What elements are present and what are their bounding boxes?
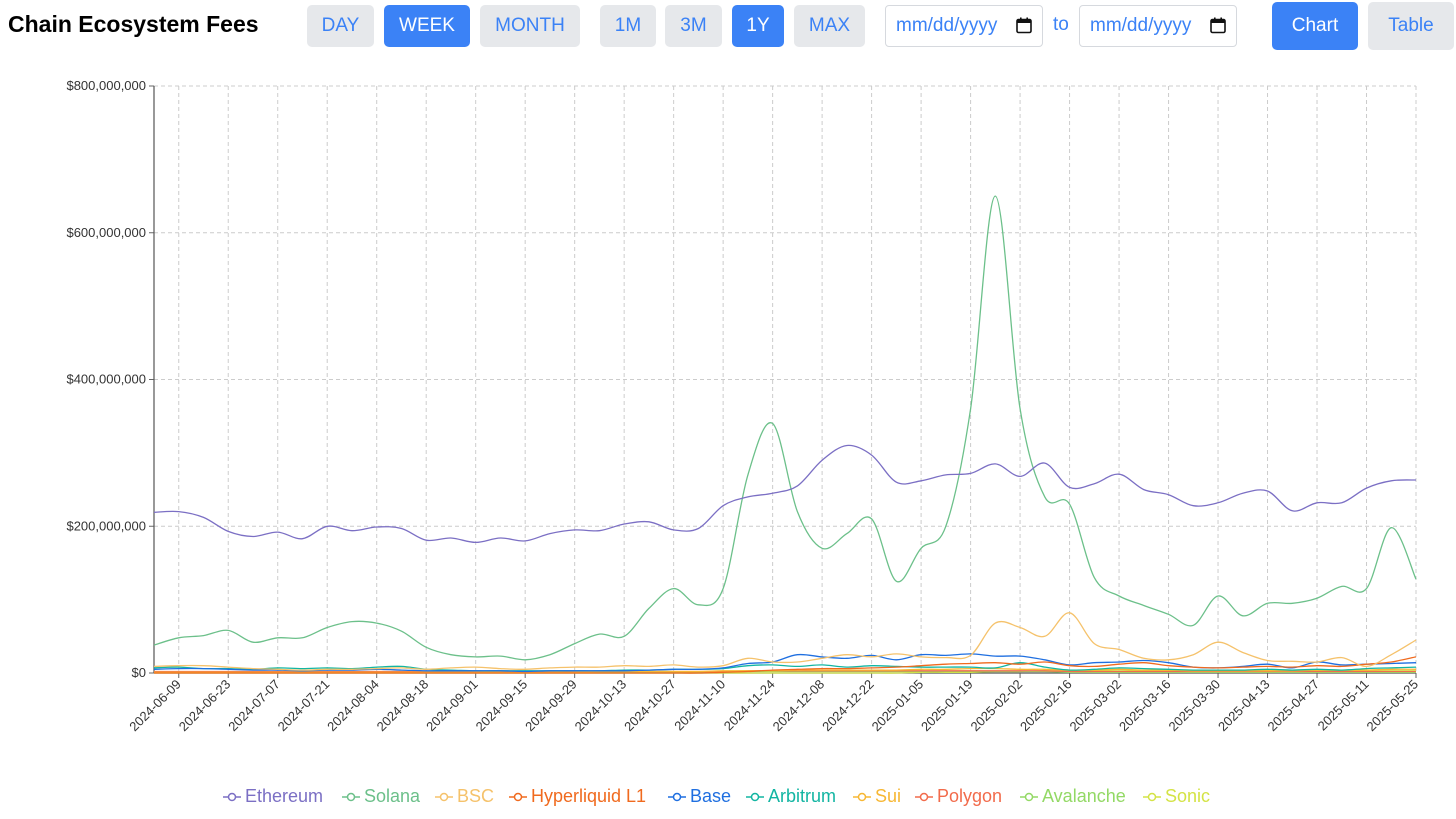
legend-label: Arbitrum bbox=[768, 786, 837, 806]
date-range-to-label: to bbox=[1053, 14, 1069, 35]
legend-marker-icon bbox=[223, 792, 241, 801]
y-tick-label: $400,000,000 bbox=[66, 372, 146, 387]
legend-marker-icon bbox=[668, 792, 686, 801]
end-date-placeholder: mm/dd/yyyy bbox=[1090, 15, 1192, 36]
x-tick-label: 2025-02-16 bbox=[1017, 677, 1075, 735]
x-tick-label: 2025-05-11 bbox=[1315, 677, 1372, 734]
x-tick-label: 2024-09-01 bbox=[423, 677, 481, 735]
series-line-solana bbox=[153, 195, 1417, 661]
granularity-week-button[interactable]: WEEK bbox=[384, 5, 470, 47]
legend-marker-icon bbox=[509, 792, 527, 801]
x-tick-label: 2024-10-27 bbox=[621, 677, 679, 735]
legend-item-base[interactable]: Base bbox=[668, 786, 731, 807]
series-line-arbitrum bbox=[153, 662, 1417, 672]
x-tick-label: 2024-10-13 bbox=[572, 677, 630, 735]
granularity-day-button[interactable]: DAY bbox=[307, 5, 374, 47]
legend-label: Avalanche bbox=[1042, 786, 1126, 806]
legend-label: Sui bbox=[875, 786, 902, 806]
legend-label: Sonic bbox=[1165, 786, 1211, 806]
x-tick-label: 2025-03-02 bbox=[1067, 677, 1125, 735]
legend-label: Polygon bbox=[937, 786, 1003, 806]
legend-item-bsc[interactable]: BSC bbox=[435, 786, 494, 807]
y-tick-label: $200,000,000 bbox=[66, 518, 146, 533]
legend-marker-icon bbox=[1143, 792, 1161, 801]
x-tick-label: 2024-11-10 bbox=[671, 677, 728, 734]
legend-marker-icon bbox=[1020, 792, 1038, 801]
legend-label: BSC bbox=[457, 786, 495, 806]
legend-label: Base bbox=[690, 786, 732, 806]
legend-item-avalanche[interactable]: Avalanche bbox=[1020, 786, 1126, 807]
toolbar: Chain Ecosystem Fees DAY WEEK MONTH 1M 3… bbox=[0, 0, 1456, 52]
range-3m-button[interactable]: 3M bbox=[665, 5, 722, 47]
x-tick-label: 2024-07-21 bbox=[275, 677, 333, 735]
legend-item-solana[interactable]: Solana bbox=[342, 786, 420, 807]
legend-item-polygon[interactable]: Polygon bbox=[915, 786, 1002, 807]
x-tick-label: 2025-03-16 bbox=[1116, 677, 1174, 735]
legend-item-sonic[interactable]: Sonic bbox=[1143, 786, 1210, 807]
legend-item-arbitrum[interactable]: Arbitrum bbox=[746, 786, 836, 807]
table-view-button[interactable]: Table bbox=[1368, 2, 1454, 50]
chart-grid bbox=[154, 85, 1417, 674]
x-tick-label: 2024-06-23 bbox=[176, 677, 234, 735]
x-tick-label: 2024-07-07 bbox=[225, 677, 283, 735]
x-tick-label: 2024-06-09 bbox=[126, 677, 184, 735]
x-tick-label: 2025-04-13 bbox=[1215, 677, 1273, 735]
legend-marker-icon bbox=[915, 792, 933, 801]
calendar-icon[interactable] bbox=[1016, 17, 1032, 34]
series-line-ethereum bbox=[153, 444, 1417, 544]
end-date-input[interactable]: mm/dd/yyyy bbox=[1079, 5, 1237, 47]
x-tick-label: 2024-12-22 bbox=[819, 677, 877, 735]
chart-view-button[interactable]: Chart bbox=[1272, 2, 1358, 50]
legend-label: Solana bbox=[364, 786, 421, 806]
series-line-bsc bbox=[153, 612, 1417, 671]
chart-series bbox=[153, 195, 1417, 674]
legend-item-ethereum[interactable]: Ethereum bbox=[223, 786, 323, 807]
x-tick-label: 2024-09-29 bbox=[522, 677, 580, 735]
granularity-month-button[interactable]: MONTH bbox=[480, 5, 580, 47]
legend-item-hyperliquid-l1[interactable]: Hyperliquid L1 bbox=[509, 786, 646, 807]
range-1m-button[interactable]: 1M bbox=[600, 5, 656, 47]
range-max-button[interactable]: MAX bbox=[794, 5, 865, 47]
fees-line-chart: $0 $200,000,000 $400,000,000 $600,000,000 $8… bbox=[66, 78, 1421, 735]
series-line-sui bbox=[154, 667, 1417, 673]
range-1y-button[interactable]: 1Y bbox=[732, 5, 784, 47]
x-tick-label: 2025-03-30 bbox=[1166, 677, 1224, 735]
calendar-icon[interactable] bbox=[1210, 17, 1226, 34]
x-tick-label: 2024-08-18 bbox=[374, 677, 432, 735]
start-date-placeholder: mm/dd/yyyy bbox=[896, 15, 998, 36]
legend-label: Ethereum bbox=[245, 786, 324, 806]
legend-label: Hyperliquid L1 bbox=[531, 786, 647, 806]
y-tick-label: $0 bbox=[132, 665, 146, 680]
x-tick-label: 2025-05-25 bbox=[1363, 677, 1421, 735]
legend-item-sui[interactable]: Sui bbox=[853, 786, 901, 807]
x-tick-label: 2025-04-27 bbox=[1265, 677, 1323, 735]
x-tick-label: 2025-01-19 bbox=[918, 677, 976, 735]
legend-marker-icon bbox=[853, 792, 871, 801]
x-tick-label: 2025-01-05 bbox=[869, 677, 927, 735]
y-tick-label: $800,000,000 bbox=[66, 78, 146, 93]
x-tick-label: 2024-08-04 bbox=[324, 677, 382, 735]
page-title: Chain Ecosystem Fees bbox=[8, 11, 259, 37]
chart-legend: Ethereum Solana BSC Hyperliquid L1 Base Arbit… bbox=[0, 786, 1456, 812]
x-tick-label: 2025-02-02 bbox=[968, 677, 1026, 735]
x-tick-label: 2024-12-08 bbox=[770, 677, 828, 735]
series-line-hyperliquid-l1 bbox=[154, 656, 1417, 674]
y-tick-label: $600,000,000 bbox=[66, 225, 146, 240]
legend-marker-icon bbox=[435, 792, 453, 801]
legend-marker-icon bbox=[342, 792, 360, 801]
legend-marker-icon bbox=[746, 792, 764, 801]
start-date-input[interactable]: mm/dd/yyyy bbox=[885, 5, 1043, 47]
x-tick-label: 2024-11-24 bbox=[721, 677, 778, 734]
x-tick-label: 2024-09-15 bbox=[473, 677, 531, 735]
